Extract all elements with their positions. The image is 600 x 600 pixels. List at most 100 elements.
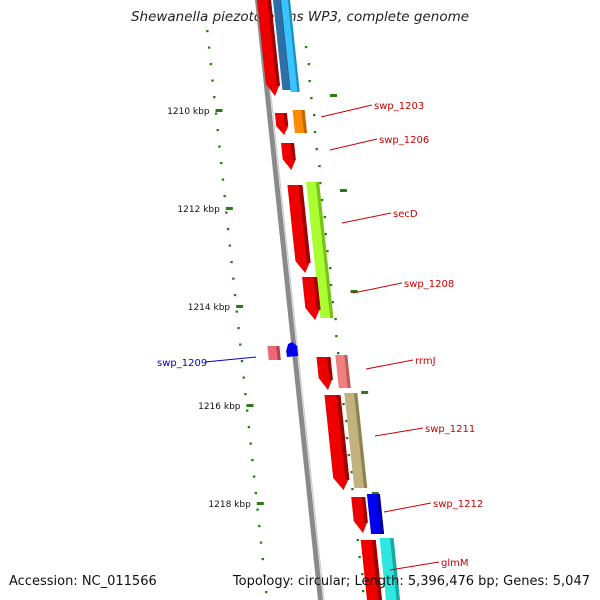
gene-swp-1212-shade — [376, 494, 385, 534]
orf-secD-shade — [298, 185, 311, 263]
scale-dot — [256, 508, 259, 511]
scale-dot — [218, 145, 221, 148]
scale-dot — [213, 96, 216, 99]
kbp-tick — [225, 207, 233, 210]
scale-dot-right — [304, 46, 308, 49]
gene-label: rrmJ — [415, 356, 436, 367]
orf-glmM-shade — [371, 540, 382, 600]
accession-label: Accession: NC_011566 — [9, 574, 157, 589]
scale-dot-right — [313, 131, 317, 134]
scale-dot-right — [335, 335, 338, 338]
scale-dot — [221, 178, 225, 181]
scale-dot-right — [361, 590, 365, 593]
orf-1206-shade — [290, 143, 296, 160]
orf-1211 — [324, 395, 350, 490]
gene-swp-1209-blue — [286, 342, 299, 357]
gene-swp-1203-shade — [301, 110, 307, 133]
scale-dot — [237, 327, 240, 330]
kbp-label: 1218 kbp — [208, 500, 251, 510]
scale-dot — [254, 492, 258, 495]
scale-dot — [245, 409, 249, 412]
kbp-label: 1212 kbp — [177, 205, 220, 215]
scale-dot — [232, 277, 235, 280]
scale-dot — [261, 558, 264, 561]
scale-dot-right — [318, 165, 321, 168]
kbp-label: 1214 kbp — [188, 303, 231, 313]
scale-dot-right — [334, 318, 337, 321]
scale-dot-right — [345, 437, 349, 440]
map-title: Shewanella piezotolerans WP3, complete g… — [130, 9, 470, 25]
kbp-label: 1210 kbp — [167, 107, 210, 117]
orf-1208-shade — [313, 277, 321, 310]
scale-dot — [240, 360, 244, 363]
gene-label-connector — [204, 356, 257, 363]
scale-dot — [259, 541, 263, 544]
scale-dot-right — [329, 284, 333, 287]
gene-label: glmM — [441, 558, 469, 569]
scale-dot-right — [307, 63, 311, 66]
genome-summary: Topology: circular; Length: 5,396,476 bp… — [232, 574, 590, 589]
scale-dot — [225, 211, 228, 214]
gene-label: swp_1209 — [157, 358, 207, 369]
gene-top-cyan-shade — [287, 0, 300, 92]
scale-dot — [251, 459, 254, 462]
gene-label-connector — [341, 212, 392, 224]
scale-dot-right — [310, 97, 313, 100]
gene-label: swp_1211 — [425, 424, 475, 435]
scale-dot — [263, 574, 266, 577]
kbp-tick-right — [339, 189, 347, 192]
gene-label: swp_1203 — [374, 101, 424, 112]
kbp-tick-right — [371, 492, 379, 495]
kbp-tick-right — [361, 391, 369, 394]
scale-dot — [216, 129, 219, 132]
scale-dot — [211, 79, 214, 82]
scale-dot — [226, 228, 230, 231]
scale-dot-right — [356, 539, 359, 542]
kbp-tick-right — [329, 94, 337, 97]
scale-dot-right — [358, 556, 361, 559]
scale-dot — [249, 442, 252, 445]
kbp-tick — [215, 109, 223, 112]
orf-1211-shade — [336, 395, 350, 480]
gene-rrmJ-shade — [344, 355, 351, 388]
scale-dot-right — [312, 114, 316, 117]
orf-top-shade — [267, 0, 281, 86]
gene-swp-1211-shade — [354, 393, 368, 488]
scale-dot — [235, 310, 239, 313]
gene-label-connector — [352, 282, 403, 294]
genome-backbone — [255, 0, 323, 600]
kbp-tick — [246, 404, 254, 407]
scale-dot — [239, 343, 242, 346]
scale-dot-right — [315, 148, 318, 151]
scale-dot-right — [319, 182, 322, 185]
scale-dot-right — [331, 301, 335, 304]
gene-swp-1209-pink-shade — [276, 346, 281, 360]
scale-dot-right — [361, 573, 364, 576]
scale-dot-right — [351, 488, 354, 491]
gene-top-cyan — [281, 0, 300, 92]
gene-label-connector — [389, 561, 440, 571]
scale-dot-right — [347, 454, 351, 457]
orf-top — [257, 0, 280, 96]
scale-dot — [228, 244, 232, 247]
scale-dot — [207, 46, 211, 49]
scale-dot — [206, 30, 209, 33]
gene-label-connector — [374, 427, 424, 437]
kbp-tick — [236, 305, 244, 308]
scale-dot-right — [326, 250, 329, 253]
scale-dot-right — [324, 233, 327, 236]
gene-label: swp_1206 — [379, 135, 429, 146]
orf-1203-shade — [283, 113, 289, 125]
scale-dot — [233, 294, 237, 297]
scale-dot — [223, 195, 226, 198]
orf-1212-shade — [361, 497, 368, 523]
scale-dot — [242, 376, 245, 379]
gene-label-connector — [320, 104, 373, 118]
scale-dot-right — [329, 267, 332, 270]
gene-label: secD — [393, 209, 418, 220]
scale-dot-right — [345, 420, 348, 423]
gene-label-connector — [383, 502, 432, 513]
kbp-tick — [256, 502, 264, 505]
